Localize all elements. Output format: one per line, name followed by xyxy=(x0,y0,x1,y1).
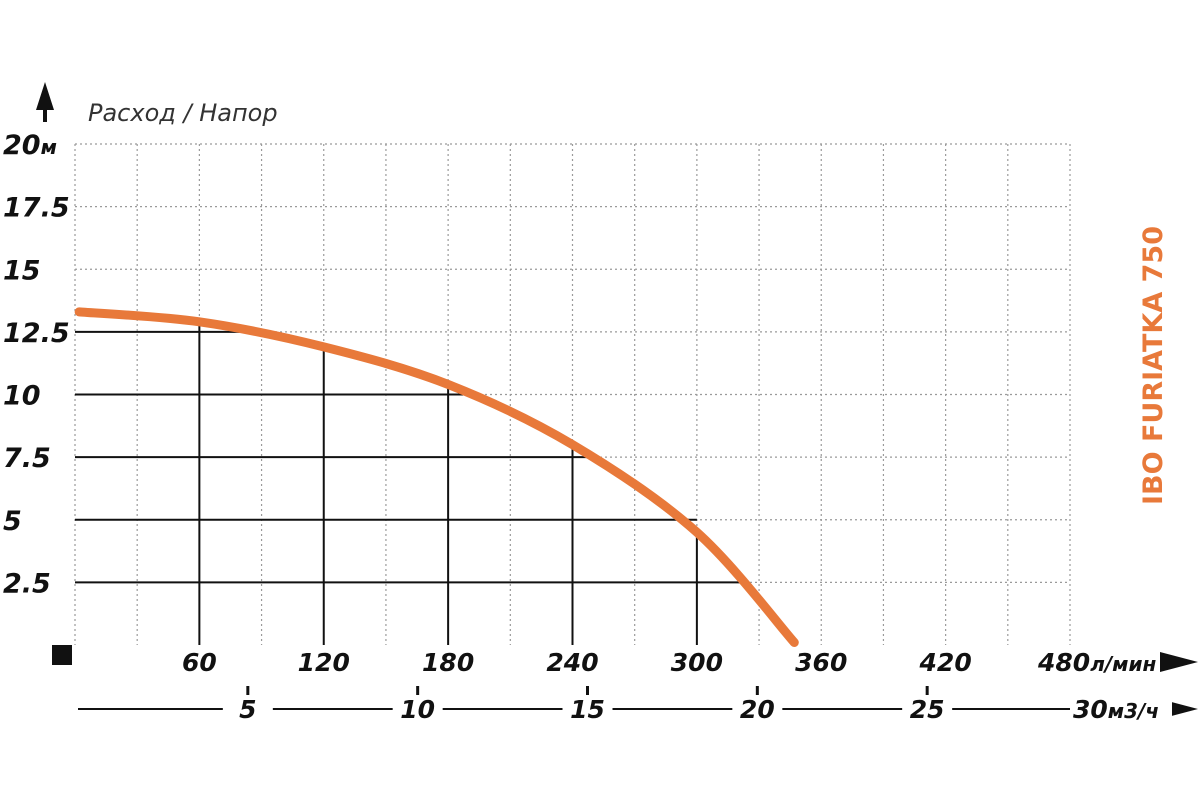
x-tick-label: 120 xyxy=(298,648,350,677)
x2-label-bg xyxy=(732,696,783,726)
y-tick-label: 12.5 xyxy=(3,318,70,349)
y-tick-label: 20м xyxy=(3,130,57,161)
x-tick-label: 480л/мин xyxy=(1037,648,1157,677)
series-label: IBO FURIATKA 750 xyxy=(1138,226,1169,505)
x2-tick-label: 20 xyxy=(740,695,775,724)
reference-lines xyxy=(75,321,749,645)
y-tick-label: 2.5 xyxy=(3,568,51,599)
x2-tick-label: 30м3/ч xyxy=(1073,695,1159,724)
x2-label-bg xyxy=(1070,696,1172,726)
x2-tick-labels: 5 10 15 20 25 30м3/ч xyxy=(222,686,1172,726)
x-tick-label: 420 xyxy=(919,648,972,677)
y-tick-label: 17.5 xyxy=(3,193,70,224)
x-unit-label: л/мин xyxy=(1090,652,1156,676)
y-tick-label: 7.5 xyxy=(3,443,51,474)
x-tick-labels: 60 120 180 240 300 360 420 480л/мин xyxy=(182,648,1157,677)
x2-tick-label: 25 xyxy=(910,695,945,724)
x2-tick-label: 10 xyxy=(400,695,435,724)
curve-layer xyxy=(74,307,799,647)
y-axis-arrow-icon xyxy=(36,82,54,122)
x2-tick-label: 5 xyxy=(239,695,256,724)
x-tick-label: 300 xyxy=(671,648,723,677)
x2-label-bg xyxy=(562,696,613,726)
x-tick-label: 240 xyxy=(546,648,598,677)
x-axis-arrow-icon xyxy=(1160,652,1198,672)
y-tick-label: 5 xyxy=(3,506,22,537)
x2-label-bg xyxy=(222,696,273,726)
axis-title: Расход / Напор xyxy=(88,99,278,127)
y-unit-label: м xyxy=(41,135,57,159)
x2-unit-label: м3/ч xyxy=(1108,699,1159,723)
origin-square xyxy=(52,645,72,665)
x2-tick-label: 15 xyxy=(570,695,605,724)
x2-label-bg xyxy=(902,696,953,726)
axes xyxy=(36,82,1198,719)
x2-label-bg xyxy=(392,696,443,726)
x-tick-label: 180 xyxy=(422,648,474,677)
y-tick-label: 15 xyxy=(3,255,41,286)
x-tick-label: 60 xyxy=(182,648,217,677)
performance-curve xyxy=(74,307,799,647)
y-tick-label: 10 xyxy=(3,381,41,412)
y-tick-labels: 2.5 5 7.5 10 12.5 15 17.5 20м xyxy=(3,130,70,599)
x-tick-label: 360 xyxy=(795,648,847,677)
